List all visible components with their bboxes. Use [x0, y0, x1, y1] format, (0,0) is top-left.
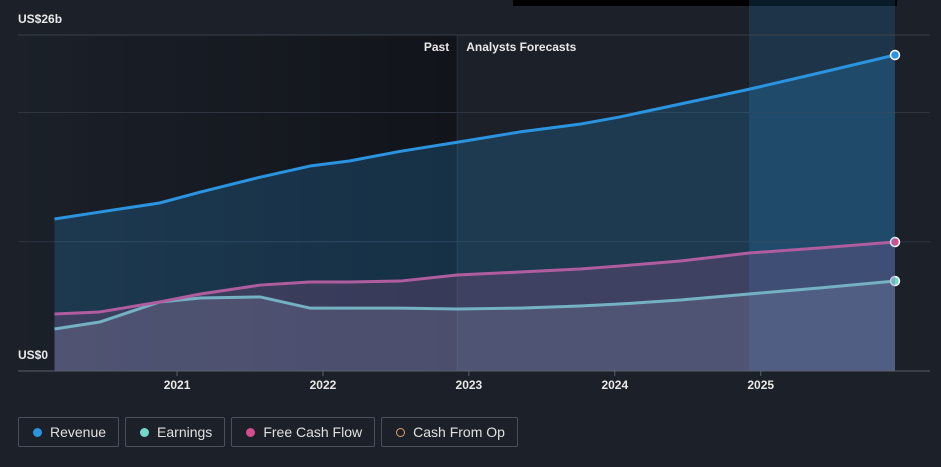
x-tick-label: 2025	[747, 378, 774, 392]
legend: Revenue Earnings Free Cash Flow Cash From O…	[18, 417, 518, 447]
legend-label: Cash From Op	[413, 424, 505, 440]
tooltip-edge	[513, 0, 897, 6]
legend-item[interactable]: Earnings	[125, 417, 226, 447]
line	[54, 53, 896, 221]
end-point	[889, 236, 901, 248]
x-tick-label: 2024	[601, 378, 628, 392]
legend-swatch	[33, 427, 42, 437]
legend-item[interactable]: Cash From Op	[381, 417, 518, 447]
end-point	[889, 275, 901, 287]
annotation: Past	[424, 40, 449, 54]
area	[54, 281, 895, 371]
legend-label: Earnings	[157, 424, 213, 440]
x-tick-label: 2021	[164, 378, 191, 392]
legend-swatch	[140, 427, 150, 437]
y-tick-label: US$0	[18, 348, 48, 362]
chart: US$0 US$26b 2021 2022 2023 2024 2025 Past Analys…	[18, 0, 930, 392]
x-tick-label: 2023	[456, 378, 483, 392]
end-point	[889, 49, 901, 61]
line	[54, 240, 896, 316]
legend-swatch	[396, 427, 406, 437]
y-tick-label: US$26b	[18, 12, 62, 26]
past-region	[18, 35, 458, 371]
line	[54, 279, 896, 331]
area	[54, 55, 895, 372]
legend-label: Revenue	[50, 424, 107, 440]
x-tick-label: 2022	[310, 378, 337, 392]
legend-item[interactable]: Revenue	[18, 417, 120, 447]
legend-swatch	[246, 427, 256, 437]
legend-item[interactable]: Free Cash Flow	[231, 417, 376, 447]
legend-label: Free Cash Flow	[263, 424, 363, 440]
annotation: Analysts Forecasts	[466, 40, 576, 54]
area	[54, 242, 895, 371]
